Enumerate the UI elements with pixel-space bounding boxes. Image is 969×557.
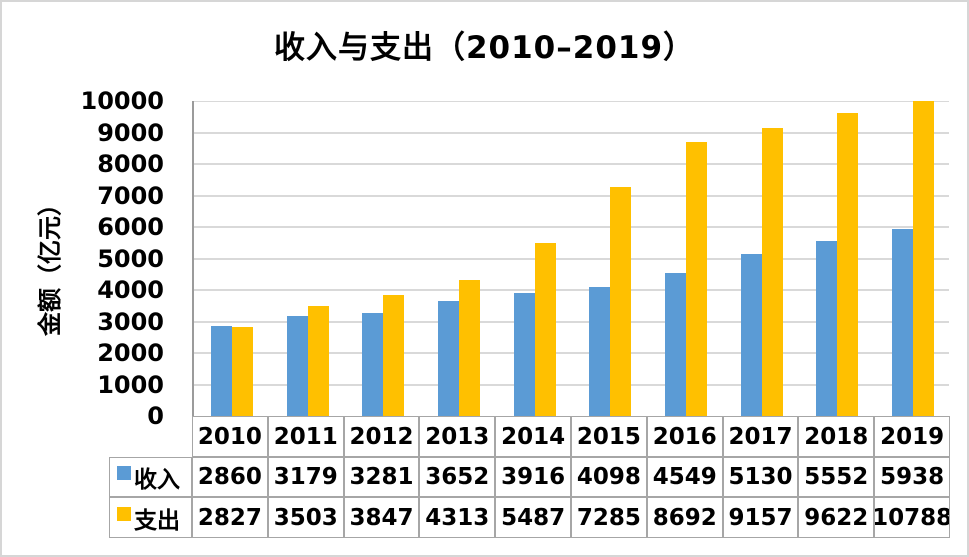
- income-value-cell-2013: 3652: [419, 457, 496, 497]
- income-value-cell-2016: 4549: [646, 457, 723, 497]
- y-tick-label-1000: 1000: [97, 370, 164, 399]
- year-header-cell-2014: 2014: [495, 416, 571, 457]
- bar-group-2012: [345, 101, 421, 416]
- expense-value-cell-2011: 3503: [267, 497, 344, 538]
- bar-group-2011: [270, 101, 346, 416]
- legend-label-income: 收入: [134, 467, 180, 493]
- legend-swatch-income: [117, 466, 131, 480]
- chart-title: 收入与支出（2010–2019）: [273, 30, 696, 66]
- bar-expense-2014: [534, 243, 556, 416]
- bar-group-2014: [497, 101, 573, 416]
- gridline-2000: [194, 352, 949, 354]
- y-tick-label-5000: 5000: [97, 244, 164, 273]
- plot-area: [192, 101, 949, 416]
- expense-value-cell-2017: 9157: [722, 497, 799, 538]
- bar-group-2017: [724, 101, 800, 416]
- expense-value-cell-2016: 8692: [646, 497, 723, 538]
- bar-income-2013: [437, 300, 459, 416]
- expense-value-cell-2014: 5487: [495, 497, 571, 538]
- expense-value-cell-2019: 10788: [874, 497, 950, 538]
- bar-income-2012: [362, 312, 384, 416]
- gridline-1000: [194, 383, 949, 386]
- bar-expense-2017: [761, 127, 783, 416]
- data-table: 2010 2011 2012 2013 2014 2015 2016 2017 2018 2019…: [109, 416, 950, 538]
- bar-expense-2012: [383, 294, 405, 416]
- gridline-9000: [194, 131, 949, 134]
- expense-value-cell-2012: 3847: [343, 497, 420, 538]
- bar-income-2011: [286, 315, 308, 416]
- bar-income-2015: [589, 286, 611, 416]
- year-header-cell-2013: 2013: [419, 416, 496, 457]
- y-tick-label-7000: 7000: [97, 181, 164, 210]
- year-header-cell-2012: 2012: [343, 416, 420, 457]
- income-value-cell-2019: 5938: [874, 457, 950, 497]
- y-tick-label-10000: 10000: [80, 87, 165, 115]
- y-tick-label-8000: 8000: [97, 150, 164, 178]
- income-value-cell-2015: 4098: [571, 457, 647, 497]
- expense-value-cell-2010: 2827: [192, 497, 268, 538]
- expense-value-cell-2013: 4313: [419, 497, 496, 538]
- gridline-7000: [194, 194, 949, 197]
- gridline-8000: [194, 163, 949, 165]
- year-header-cell-2017: 2017: [722, 416, 799, 457]
- bar-expense-2010: [231, 326, 253, 416]
- gridline-4000: [194, 289, 949, 291]
- bar-expense-2019: [913, 101, 935, 416]
- income-value-cell-2014: 3916: [495, 457, 571, 497]
- bar-group-2019: [875, 101, 949, 416]
- legend-cell-expense: 支出: [109, 497, 192, 538]
- y-tick-label-4000: 4000: [97, 276, 164, 304]
- bar-income-2016: [665, 272, 687, 416]
- income-value-cell-2017: 5130: [722, 457, 799, 497]
- year-header-cell-2018: 2018: [798, 416, 875, 457]
- bar-income-2019: [892, 228, 914, 416]
- table-corner-cell: [109, 416, 192, 457]
- y-tick-label-9000: 9000: [97, 118, 164, 147]
- gridline-5000: [194, 257, 949, 260]
- bar-group-2016: [648, 101, 724, 416]
- income-value-cell-2018: 5552: [798, 457, 875, 497]
- bar-group-2018: [800, 101, 876, 416]
- gridline-6000: [194, 226, 949, 228]
- year-header-cell-2015: 2015: [571, 416, 647, 457]
- expense-value-cell-2015: 7285: [571, 497, 647, 538]
- legend-label-expense: 支出: [134, 507, 180, 534]
- bar-group-2013: [421, 101, 497, 416]
- bar-expense-2018: [837, 112, 859, 416]
- legend-swatch-expense: [117, 506, 131, 521]
- bar-group-2015: [573, 101, 649, 416]
- legend-cell-income: 收入: [109, 457, 192, 497]
- year-header-cell-2010: 2010: [192, 416, 268, 457]
- bar-expense-2015: [610, 186, 632, 416]
- bar-income-2010: [210, 325, 232, 416]
- y-tick-label-0: 0: [147, 402, 164, 430]
- y-tick-label-3000: 3000: [97, 307, 164, 336]
- bar-expense-2016: [686, 142, 708, 416]
- y-tick-label-2000: 2000: [97, 339, 164, 367]
- income-value-cell-2012: 3281: [343, 457, 420, 497]
- bar-group-2010: [194, 101, 270, 416]
- bar-income-2014: [513, 292, 535, 416]
- year-header-cell-2019: 2019: [874, 416, 950, 457]
- bar-expense-2011: [307, 305, 329, 416]
- income-value-cell-2011: 3179: [267, 457, 344, 497]
- gridline-3000: [194, 320, 949, 323]
- income-value-cell-2010: 2860: [192, 457, 268, 497]
- year-header-cell-2011: 2011: [267, 416, 344, 457]
- bar-income-2017: [740, 254, 762, 416]
- expense-value-cell-2018: 9622: [798, 497, 875, 538]
- bar-expense-2013: [458, 280, 480, 416]
- y-tick-label-6000: 6000: [97, 213, 164, 241]
- year-header-cell-2016: 2016: [646, 416, 723, 457]
- gridline-10000: [194, 101, 949, 102]
- bar-income-2018: [816, 241, 838, 416]
